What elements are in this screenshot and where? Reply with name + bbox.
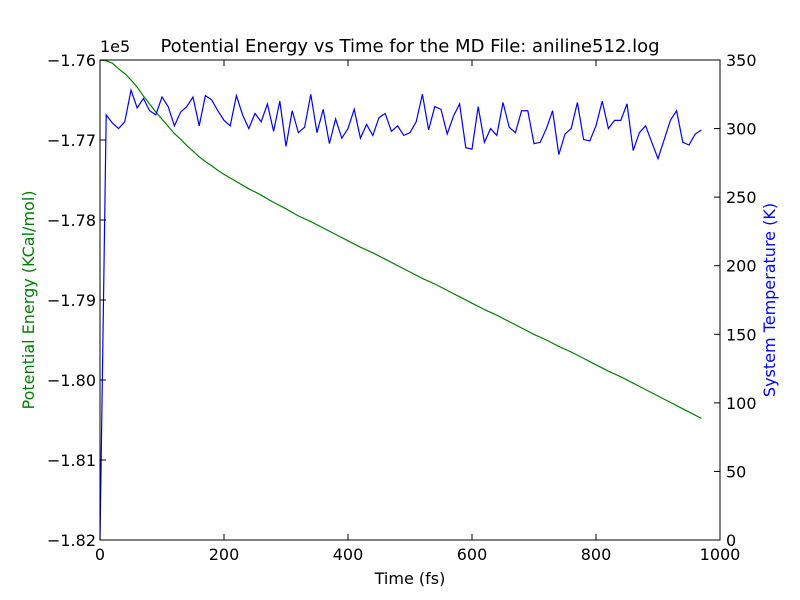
right-tick-label: 350 — [726, 51, 757, 70]
left-tick-label: −1.76 — [47, 51, 96, 70]
left-tick-label: −1.77 — [47, 131, 96, 150]
left-tick-label: −1.78 — [47, 211, 96, 230]
x-tick-label: 1000 — [700, 545, 741, 564]
right-axis-label: System Temperature (K) — [760, 203, 779, 397]
right-tick-label: 50 — [726, 462, 746, 481]
right-tick-label: 0 — [726, 531, 736, 550]
chart-title: Potential Energy vs Time for the MD File… — [160, 36, 659, 57]
x-tick-label: 600 — [457, 545, 488, 564]
potential-energy-line — [99, 59, 702, 419]
x-axis-label: Time (fs) — [374, 569, 446, 588]
right-tick-label: 100 — [726, 394, 757, 413]
left-tick-label: −1.79 — [47, 291, 96, 310]
right-tick-label: 300 — [726, 120, 757, 139]
right-axis-ticks: 0 50 100 150 200 250 300 350 — [714, 51, 757, 550]
right-tick-label: 250 — [726, 188, 757, 207]
right-tick-label: 150 — [726, 325, 757, 344]
x-tick-label: 800 — [581, 545, 612, 564]
left-axis-ticks: −1.82 −1.81 −1.80 −1.79 −1.78 −1.77 −1.76 — [47, 51, 106, 550]
x-tick-label: 0 — [95, 545, 105, 564]
left-tick-label: −1.81 — [47, 451, 96, 470]
x-tick-label: 200 — [209, 545, 240, 564]
left-tick-label: −1.80 — [47, 371, 96, 390]
system-temperature-line — [99, 87, 702, 541]
left-tick-label: −1.82 — [47, 531, 96, 550]
left-axis-offset-text: 1e5 — [100, 37, 130, 56]
x-axis-ticks: 0 200 400 600 800 1000 — [95, 60, 740, 564]
right-tick-label: 200 — [726, 257, 757, 276]
left-axis-label: Potential Energy (KCal/mol) — [19, 190, 38, 409]
plot-lines — [99, 59, 702, 541]
x-tick-label: 400 — [333, 545, 364, 564]
